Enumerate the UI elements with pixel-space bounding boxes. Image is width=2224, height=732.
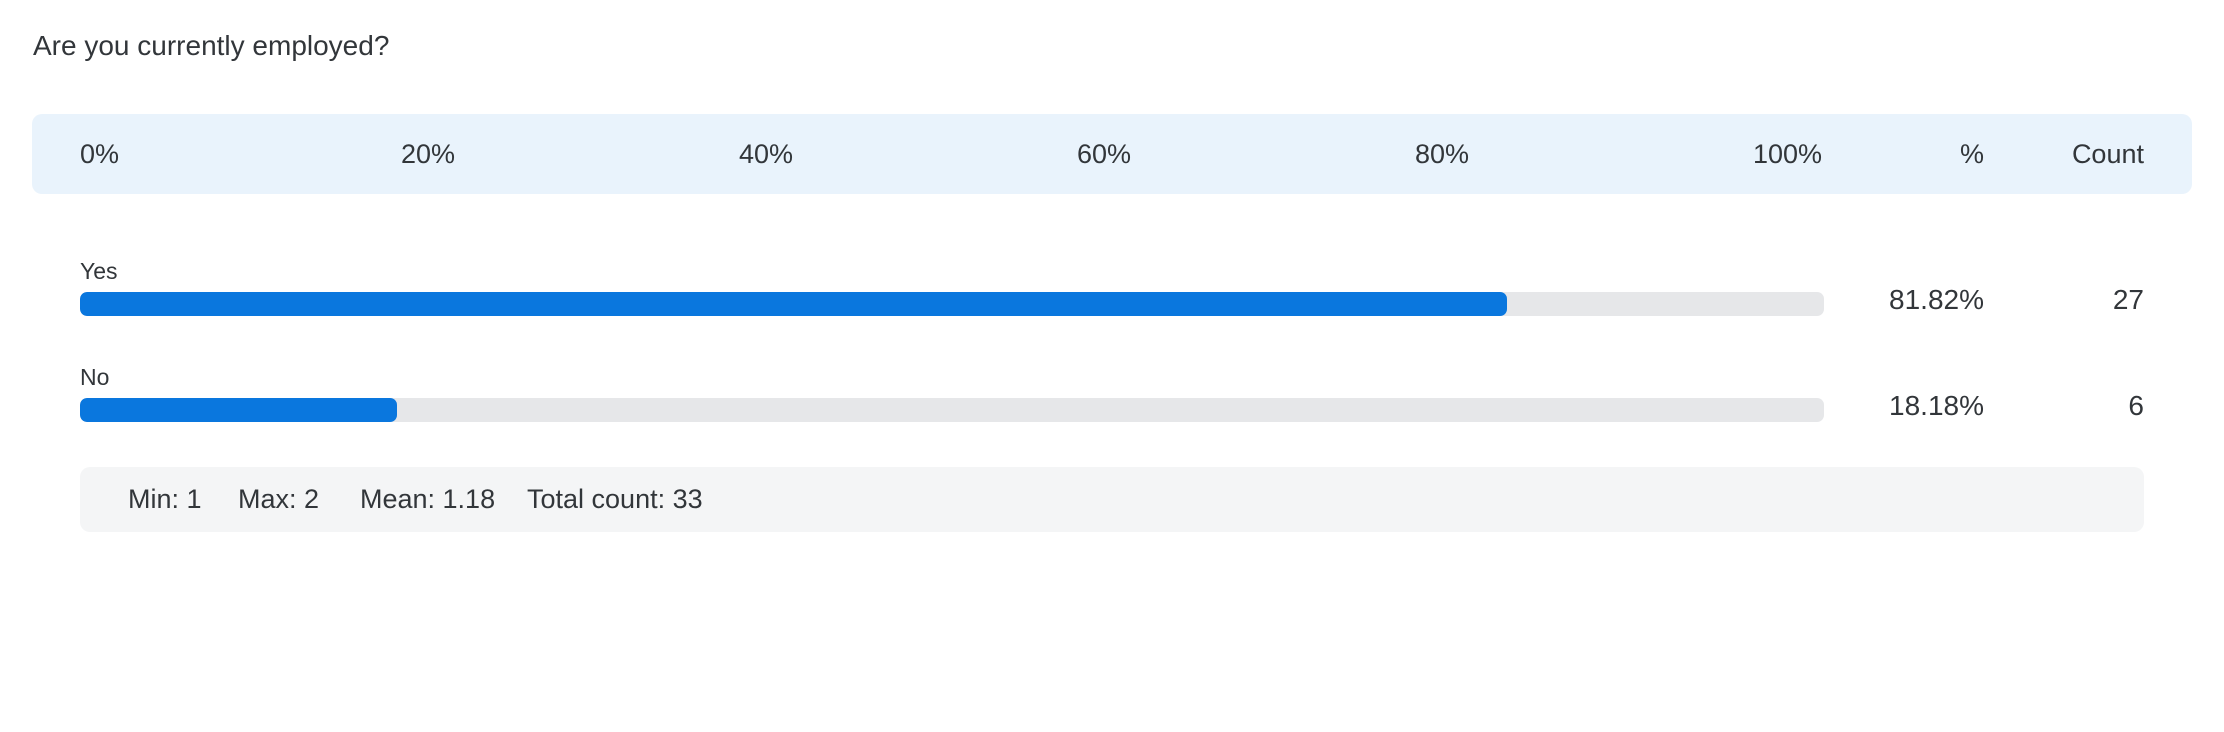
percent-value: 81.82% xyxy=(1889,284,1984,315)
count-value: 27 xyxy=(2112,284,2144,315)
bar-track xyxy=(80,292,1824,316)
question-title: Are you currently employed? xyxy=(33,30,390,61)
axis-tick-label: 80% xyxy=(1415,139,1470,169)
count-column-header: Count xyxy=(2071,139,2144,169)
summary-stats: Min: 1 Max: 2 Mean: 1.18 Total count: 33 xyxy=(80,467,2144,532)
count-value: 6 xyxy=(2128,390,2144,421)
bar-yes xyxy=(80,292,1507,316)
stat-total-count: Total count: 33 xyxy=(527,484,703,514)
axis-tick-label: 20% xyxy=(401,139,456,169)
axis-tick-label: 0% xyxy=(80,139,120,169)
percent-value: 18.18% xyxy=(1889,390,1984,421)
stat-max: Max: 2 xyxy=(238,484,320,514)
answer-row-yes: Yes 81.82% 27 xyxy=(0,258,2224,328)
axis-tick-label: 60% xyxy=(1077,139,1132,169)
stat-min: Min: 1 xyxy=(128,484,202,514)
answer-row-no: No 18.18% 6 xyxy=(0,364,2224,434)
percent-column-header: % xyxy=(1959,139,1984,169)
answer-label: Yes xyxy=(80,258,118,284)
axis-tick-label: 40% xyxy=(739,139,794,169)
bar-track xyxy=(80,398,1824,422)
axis-tick-label: 100% xyxy=(1753,139,1823,169)
answer-label: No xyxy=(80,364,110,390)
bar-no xyxy=(80,398,398,422)
stat-mean: Mean: 1.18 xyxy=(360,484,496,514)
scale-header: 0% 20% 40% 60% 80% 100% % Count xyxy=(32,114,2192,194)
